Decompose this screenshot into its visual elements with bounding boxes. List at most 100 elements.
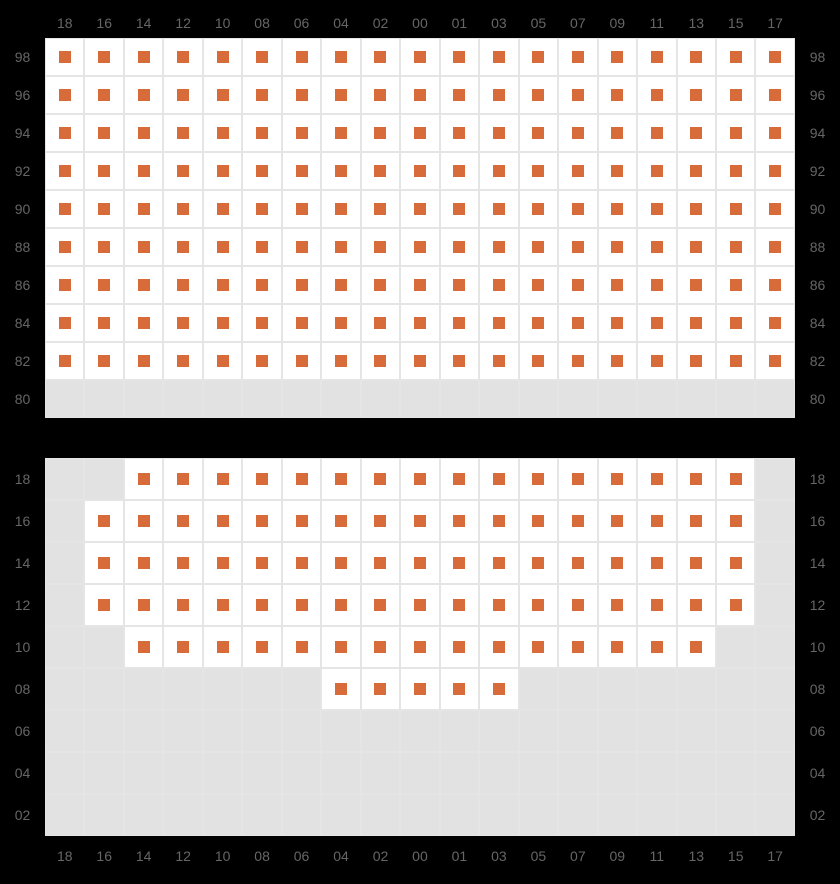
seat-cell[interactable] <box>558 458 597 500</box>
seat-cell[interactable] <box>321 542 360 584</box>
seat-cell[interactable] <box>716 114 755 152</box>
seat-cell[interactable] <box>124 190 163 228</box>
seat-cell[interactable] <box>479 228 518 266</box>
seat-cell[interactable] <box>440 668 479 710</box>
seat-cell[interactable] <box>440 38 479 76</box>
seat-cell[interactable] <box>321 38 360 76</box>
seat-cell[interactable] <box>519 542 558 584</box>
seat-cell[interactable] <box>637 626 676 668</box>
seat-cell[interactable] <box>519 584 558 626</box>
seat-cell[interactable] <box>598 266 637 304</box>
seat-cell[interactable] <box>242 76 281 114</box>
seat-cell[interactable] <box>361 668 400 710</box>
seat-cell[interactable] <box>558 38 597 76</box>
seat-cell[interactable] <box>242 266 281 304</box>
seat-cell[interactable] <box>637 500 676 542</box>
seat-cell[interactable] <box>163 542 202 584</box>
seat-cell[interactable] <box>242 626 281 668</box>
seat-cell[interactable] <box>400 304 439 342</box>
seat-cell[interactable] <box>282 38 321 76</box>
seat-cell[interactable] <box>479 38 518 76</box>
seat-cell[interactable] <box>598 500 637 542</box>
seat-cell[interactable] <box>677 584 716 626</box>
seat-cell[interactable] <box>519 458 558 500</box>
seat-cell[interactable] <box>84 304 123 342</box>
seat-cell[interactable] <box>677 152 716 190</box>
seat-cell[interactable] <box>45 228 84 266</box>
seat-cell[interactable] <box>163 152 202 190</box>
seat-cell[interactable] <box>124 38 163 76</box>
seat-cell[interactable] <box>440 228 479 266</box>
seat-cell[interactable] <box>716 500 755 542</box>
seat-cell[interactable] <box>361 458 400 500</box>
seat-cell[interactable] <box>637 228 676 266</box>
seat-cell[interactable] <box>677 114 716 152</box>
seat-cell[interactable] <box>440 626 479 668</box>
seat-cell[interactable] <box>400 626 439 668</box>
seat-cell[interactable] <box>440 266 479 304</box>
seat-cell[interactable] <box>400 542 439 584</box>
seat-cell[interactable] <box>124 500 163 542</box>
seat-cell[interactable] <box>45 152 84 190</box>
seat-cell[interactable] <box>163 228 202 266</box>
seat-cell[interactable] <box>677 76 716 114</box>
seat-cell[interactable] <box>519 152 558 190</box>
seat-cell[interactable] <box>400 38 439 76</box>
seat-cell[interactable] <box>361 626 400 668</box>
seat-cell[interactable] <box>163 304 202 342</box>
seat-cell[interactable] <box>479 584 518 626</box>
seat-cell[interactable] <box>361 76 400 114</box>
seat-cell[interactable] <box>242 584 281 626</box>
seat-cell[interactable] <box>755 114 794 152</box>
seat-cell[interactable] <box>400 500 439 542</box>
seat-cell[interactable] <box>321 190 360 228</box>
seat-cell[interactable] <box>558 228 597 266</box>
seat-cell[interactable] <box>124 152 163 190</box>
seat-cell[interactable] <box>242 190 281 228</box>
seat-cell[interactable] <box>321 458 360 500</box>
seat-cell[interactable] <box>242 500 281 542</box>
seat-cell[interactable] <box>45 114 84 152</box>
seat-cell[interactable] <box>440 76 479 114</box>
seat-cell[interactable] <box>519 266 558 304</box>
seat-cell[interactable] <box>598 458 637 500</box>
seat-cell[interactable] <box>203 342 242 380</box>
seat-cell[interactable] <box>637 152 676 190</box>
seat-cell[interactable] <box>440 114 479 152</box>
seat-cell[interactable] <box>321 76 360 114</box>
seat-cell[interactable] <box>677 304 716 342</box>
seat-cell[interactable] <box>45 190 84 228</box>
seat-cell[interactable] <box>124 342 163 380</box>
seat-cell[interactable] <box>519 304 558 342</box>
seat-cell[interactable] <box>519 626 558 668</box>
seat-cell[interactable] <box>45 266 84 304</box>
seat-cell[interactable] <box>163 584 202 626</box>
seat-cell[interactable] <box>440 500 479 542</box>
seat-cell[interactable] <box>440 342 479 380</box>
seat-cell[interactable] <box>361 304 400 342</box>
seat-cell[interactable] <box>519 114 558 152</box>
seat-cell[interactable] <box>755 38 794 76</box>
seat-cell[interactable] <box>440 304 479 342</box>
seat-cell[interactable] <box>361 266 400 304</box>
seat-cell[interactable] <box>440 458 479 500</box>
seat-cell[interactable] <box>716 542 755 584</box>
seat-cell[interactable] <box>163 190 202 228</box>
seat-cell[interactable] <box>163 458 202 500</box>
seat-cell[interactable] <box>558 266 597 304</box>
seat-cell[interactable] <box>321 668 360 710</box>
seat-cell[interactable] <box>321 114 360 152</box>
seat-cell[interactable] <box>321 626 360 668</box>
seat-cell[interactable] <box>163 76 202 114</box>
seat-cell[interactable] <box>400 342 439 380</box>
seat-cell[interactable] <box>400 190 439 228</box>
seat-cell[interactable] <box>598 76 637 114</box>
seat-cell[interactable] <box>716 584 755 626</box>
seat-cell[interactable] <box>242 152 281 190</box>
seat-cell[interactable] <box>755 304 794 342</box>
seat-cell[interactable] <box>84 584 123 626</box>
seat-cell[interactable] <box>755 266 794 304</box>
seat-cell[interactable] <box>321 584 360 626</box>
seat-cell[interactable] <box>282 190 321 228</box>
seat-cell[interactable] <box>558 500 597 542</box>
